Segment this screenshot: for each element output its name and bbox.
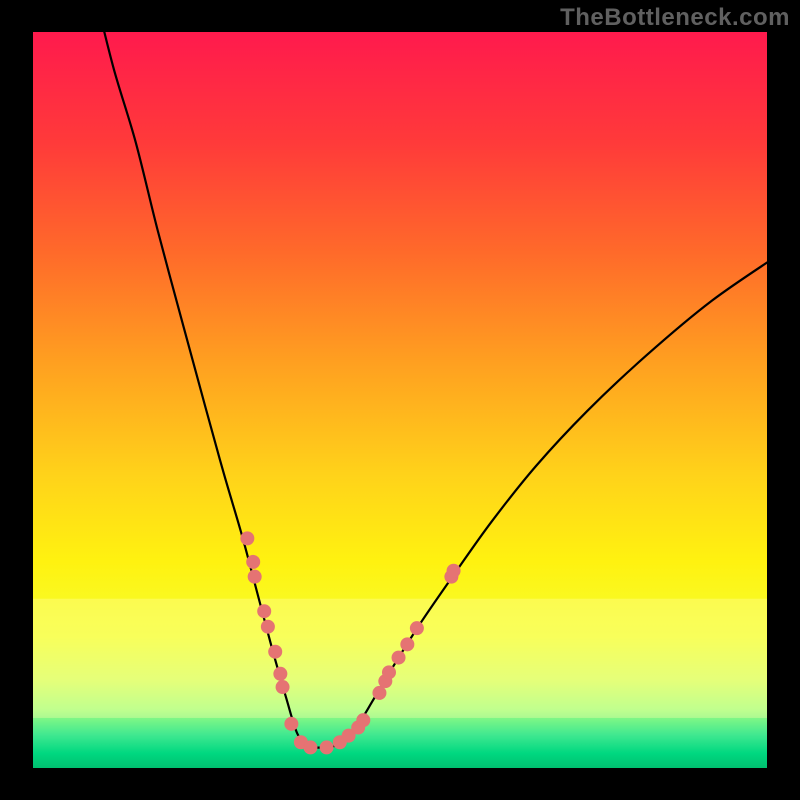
data-marker (240, 531, 254, 545)
data-marker (320, 740, 334, 754)
data-marker (392, 651, 406, 665)
data-marker (356, 713, 370, 727)
watermark-text: TheBottleneck.com (560, 4, 790, 32)
data-marker (248, 570, 262, 584)
data-marker (246, 555, 260, 569)
data-marker (284, 717, 298, 731)
data-marker (303, 740, 317, 754)
data-marker (257, 604, 271, 618)
data-marker (276, 680, 290, 694)
data-marker (261, 620, 275, 634)
data-marker (382, 665, 396, 679)
data-marker (447, 564, 461, 578)
data-marker (400, 637, 414, 651)
data-marker (273, 667, 287, 681)
data-marker (410, 621, 424, 635)
data-marker (268, 645, 282, 659)
bottleneck-chart (0, 0, 800, 800)
